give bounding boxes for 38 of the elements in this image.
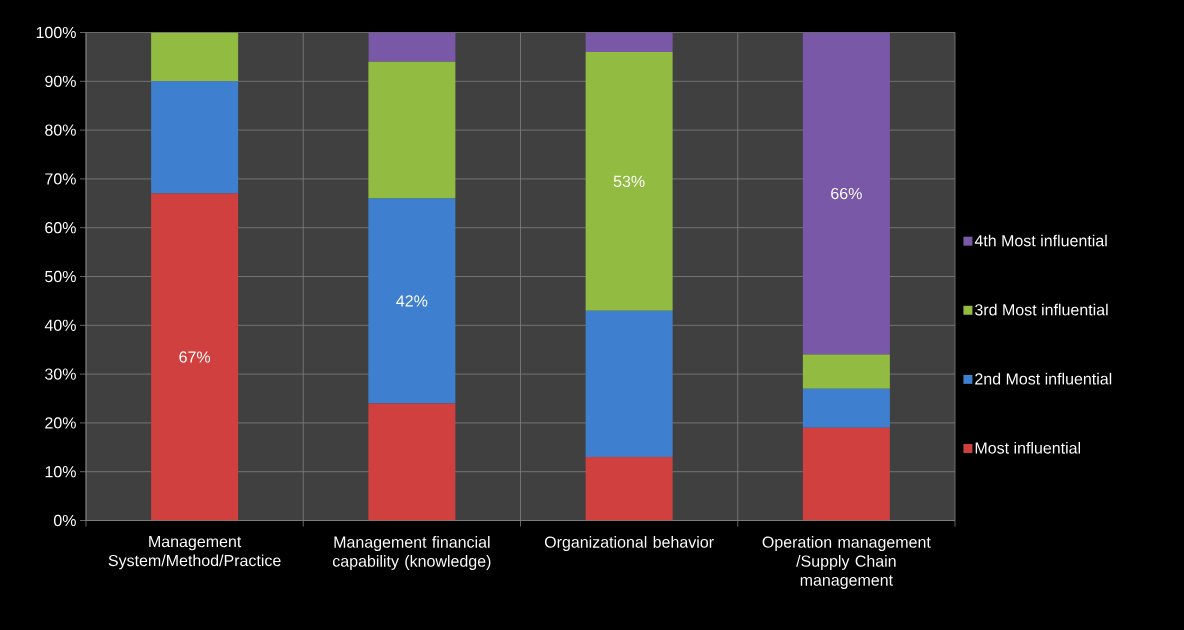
y-tick-label: 40% [44,319,76,331]
y-tick-label: 50% [45,270,76,283]
y-tick-label: 90% [45,75,76,87]
bar [802,354,890,389]
y-tick-label: 0% [53,514,76,527]
legend-label: Most influential [975,441,1081,454]
x-tick-label: Operation management /Supply Chain management [762,536,931,589]
y-tick-label: 20% [45,417,76,429]
bar [151,193,239,521]
y-tick-label: 100% [36,26,76,39]
bar [802,388,890,428]
legend-label: 3rd Most influential [975,303,1108,316]
data-label: 42% [396,295,428,307]
bar [368,32,456,62]
bar [585,457,673,521]
bar [368,198,456,404]
x-tick-label: Organizational behavior [544,536,714,551]
bar [368,61,456,199]
y-tick-label: 10% [45,466,76,478]
x-tick-label: Management System/Method/Practice [108,536,281,570]
legend-label: 2nd Most influential [975,372,1112,385]
data-label: 67% [179,351,211,363]
x-tick-label: Management financial capability (knowledge) [332,536,491,570]
bar [585,32,673,53]
bar [585,310,673,458]
bar [151,81,239,194]
legend-label: 4th Most influential [974,234,1107,247]
y-tick-label: 80% [45,124,76,136]
bar [585,52,673,311]
y-tick-label: 70% [45,173,76,185]
bar [151,32,239,82]
bar [368,403,456,521]
y-tick-label: 30% [45,368,76,380]
bar [802,32,890,355]
bar [802,427,890,521]
y-tick-label: 60% [45,222,76,234]
data-label: 66% [831,187,862,200]
data-label: 53% [613,175,645,187]
